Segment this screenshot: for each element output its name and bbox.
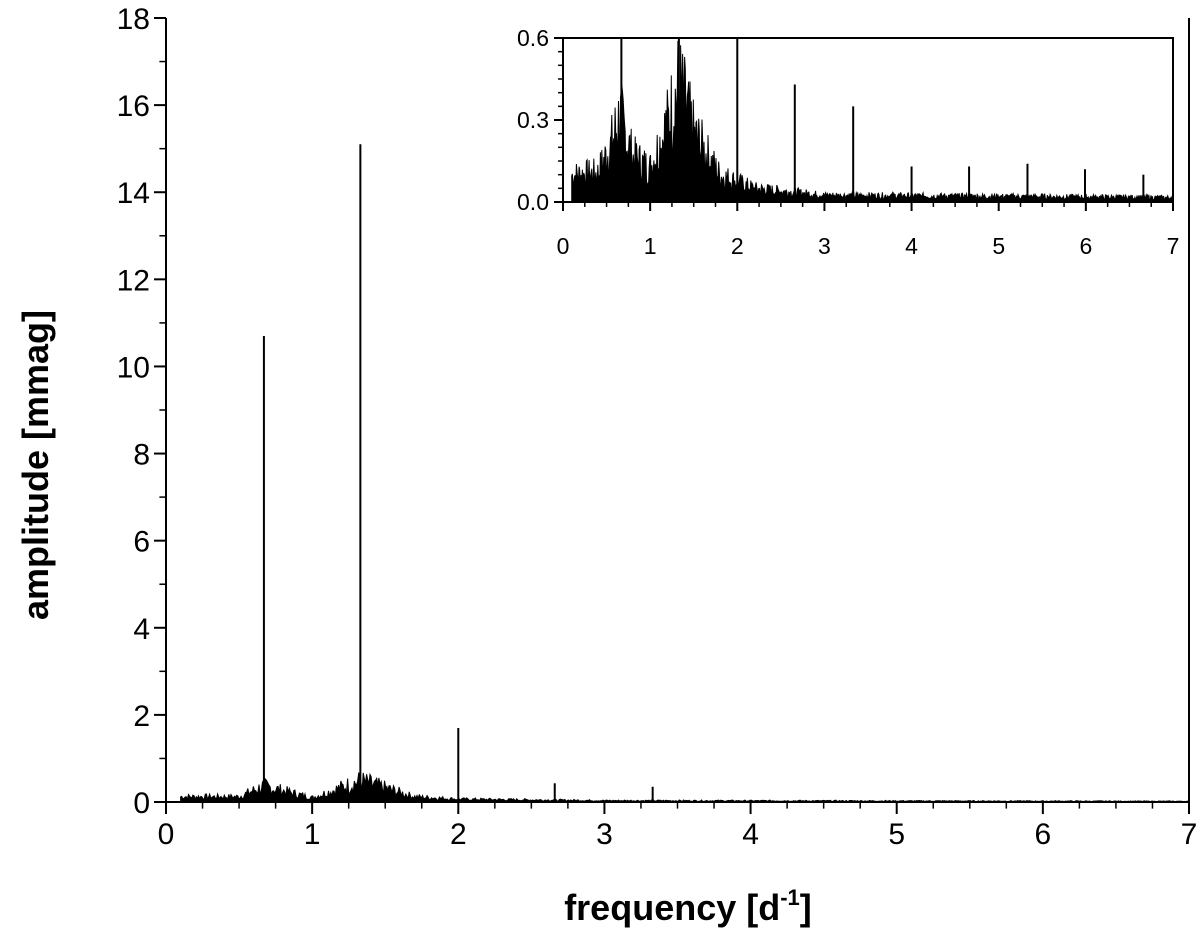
y-tick-label: 8 [133, 439, 150, 472]
inset-peaks [620, 38, 1145, 202]
noise-floor-area [180, 772, 1190, 803]
x-axis-title-suffix: ] [800, 887, 812, 928]
x-tick-label: 4 [742, 818, 759, 851]
y-tick-label: 0.3 [517, 107, 549, 133]
inset-ticks [554, 37, 1174, 211]
x-tick-label: 2 [450, 818, 467, 851]
x-axis-title-superscript: -1 [780, 885, 800, 910]
y-tick-label: 6 [133, 526, 150, 559]
x-tick-label: 7 [1181, 818, 1198, 851]
x-tick-label: 5 [888, 818, 905, 851]
main-ticks [154, 17, 1190, 814]
main-noise-floor [180, 772, 1190, 803]
x-tick-label: 0 [158, 818, 175, 851]
x-axis-title-main: frequency [d [564, 887, 780, 928]
y-tick-label: 14 [117, 177, 150, 210]
inset-noise-floor [571, 40, 1174, 203]
y-tick-label: 0.0 [517, 189, 549, 215]
y-tick-label: 2 [133, 700, 150, 733]
x-axis-title: frequency [d-1] [564, 885, 812, 928]
inset-tick-labels: 0 1 2 3 4 5 6 7 0.0 0.3 0.6 [517, 25, 1179, 259]
x-tick-label: 2 [731, 233, 744, 259]
x-tick-label: 6 [1079, 233, 1092, 259]
y-axis-title: amplitude [mmag] [15, 310, 56, 620]
y-tick-label: 4 [133, 613, 150, 646]
x-tick-label: 6 [1035, 818, 1052, 851]
x-tick-label: 1 [304, 818, 321, 851]
y-tick-label: 0.6 [517, 25, 549, 51]
y-tick-label: 18 [117, 3, 150, 36]
x-tick-label: 7 [1167, 233, 1180, 259]
y-tick-label: 10 [117, 351, 150, 384]
x-tick-label: 4 [905, 233, 918, 259]
x-tick-label: 5 [992, 233, 1005, 259]
main-peaks [262, 144, 654, 802]
x-tick-label: 3 [596, 818, 613, 851]
y-tick-label: 0 [133, 787, 150, 820]
x-tick-label: 3 [818, 233, 831, 259]
noise-floor-area [571, 40, 1174, 203]
y-tick-label: 12 [117, 264, 150, 297]
y-tick-label: 16 [117, 90, 150, 123]
x-tick-label: 0 [557, 233, 570, 259]
x-tick-label: 1 [644, 233, 657, 259]
